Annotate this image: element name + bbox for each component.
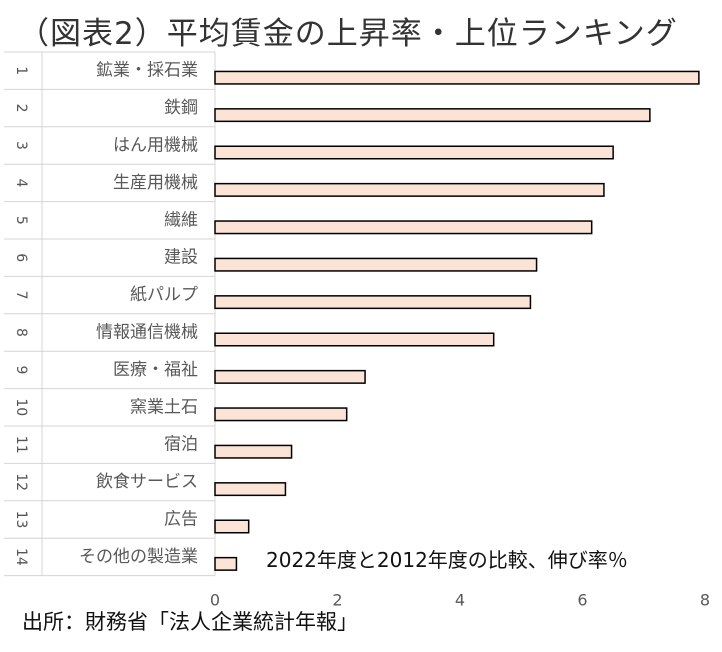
chart-title: （図表2）平均賃金の上昇率・上位ランキング: [18, 16, 678, 52]
category-label: その他の製造業: [79, 547, 198, 567]
category-label: 鉱業・採石業: [96, 61, 198, 81]
bar: [214, 407, 348, 422]
rank-label: 3: [13, 141, 29, 150]
x-tick-label: 4: [455, 591, 465, 610]
rank-label: 12: [13, 473, 29, 491]
category-label: 医療・福祉: [113, 360, 198, 380]
category-label: 宿泊: [164, 435, 198, 455]
category-labels: 鉱業・採石業鉄鋼はん用機械生産用機械繊維建設紙パルプ情報通信機械医療・福祉窯業土…: [79, 61, 198, 567]
bar: [214, 182, 605, 197]
rank-label: 2: [13, 104, 29, 113]
rank-label: 6: [13, 253, 29, 262]
rank-label: 14: [13, 548, 29, 566]
category-label: 鉄鋼: [164, 98, 198, 118]
rank-label: 11: [13, 436, 29, 454]
category-label: 窯業土石: [130, 397, 198, 417]
category-label: 繊維: [164, 210, 198, 230]
category-label: はん用機械: [113, 136, 198, 156]
bar: [214, 70, 700, 85]
x-tick-label: 2: [332, 591, 342, 610]
rank-label: 8: [13, 328, 29, 337]
x-axis: 0 2 4 6 8: [210, 591, 710, 610]
bar: [214, 332, 495, 347]
bar: [214, 295, 532, 310]
bar: [214, 220, 593, 235]
rank-label: 4: [13, 178, 29, 187]
x-tick-label: 8: [700, 591, 710, 610]
bar: [214, 145, 614, 160]
category-label: 紙パルプ: [130, 285, 198, 305]
category-label: 情報通信機械: [96, 323, 198, 343]
chart-annotation: 2022年度と2012年度の比較、伸び率％: [266, 548, 628, 572]
rank-label: 5: [13, 216, 29, 225]
category-label: 生産用機械: [113, 173, 198, 193]
rank-label: 13: [13, 511, 29, 529]
category-table-grid: [4, 51, 216, 577]
bar: [214, 108, 651, 123]
bars: [214, 70, 700, 571]
bar: [214, 556, 238, 571]
rank-label: 1: [13, 66, 29, 75]
category-label: 飲食サービス: [96, 472, 198, 492]
bar: [214, 369, 366, 384]
bar: [214, 444, 293, 459]
bar: [214, 257, 538, 272]
source-note: 出所：財務省「法人企業統計年報」: [22, 610, 358, 634]
x-tick-label: 0: [210, 591, 220, 610]
rank-label: 9: [13, 365, 29, 374]
bar: [214, 519, 250, 534]
x-tick-label: 6: [577, 591, 587, 610]
rank-label: 10: [13, 398, 29, 416]
bar: [214, 482, 287, 497]
category-label: 建設: [164, 248, 198, 268]
category-label: 広告: [164, 510, 198, 530]
rank-label: 7: [13, 291, 29, 300]
